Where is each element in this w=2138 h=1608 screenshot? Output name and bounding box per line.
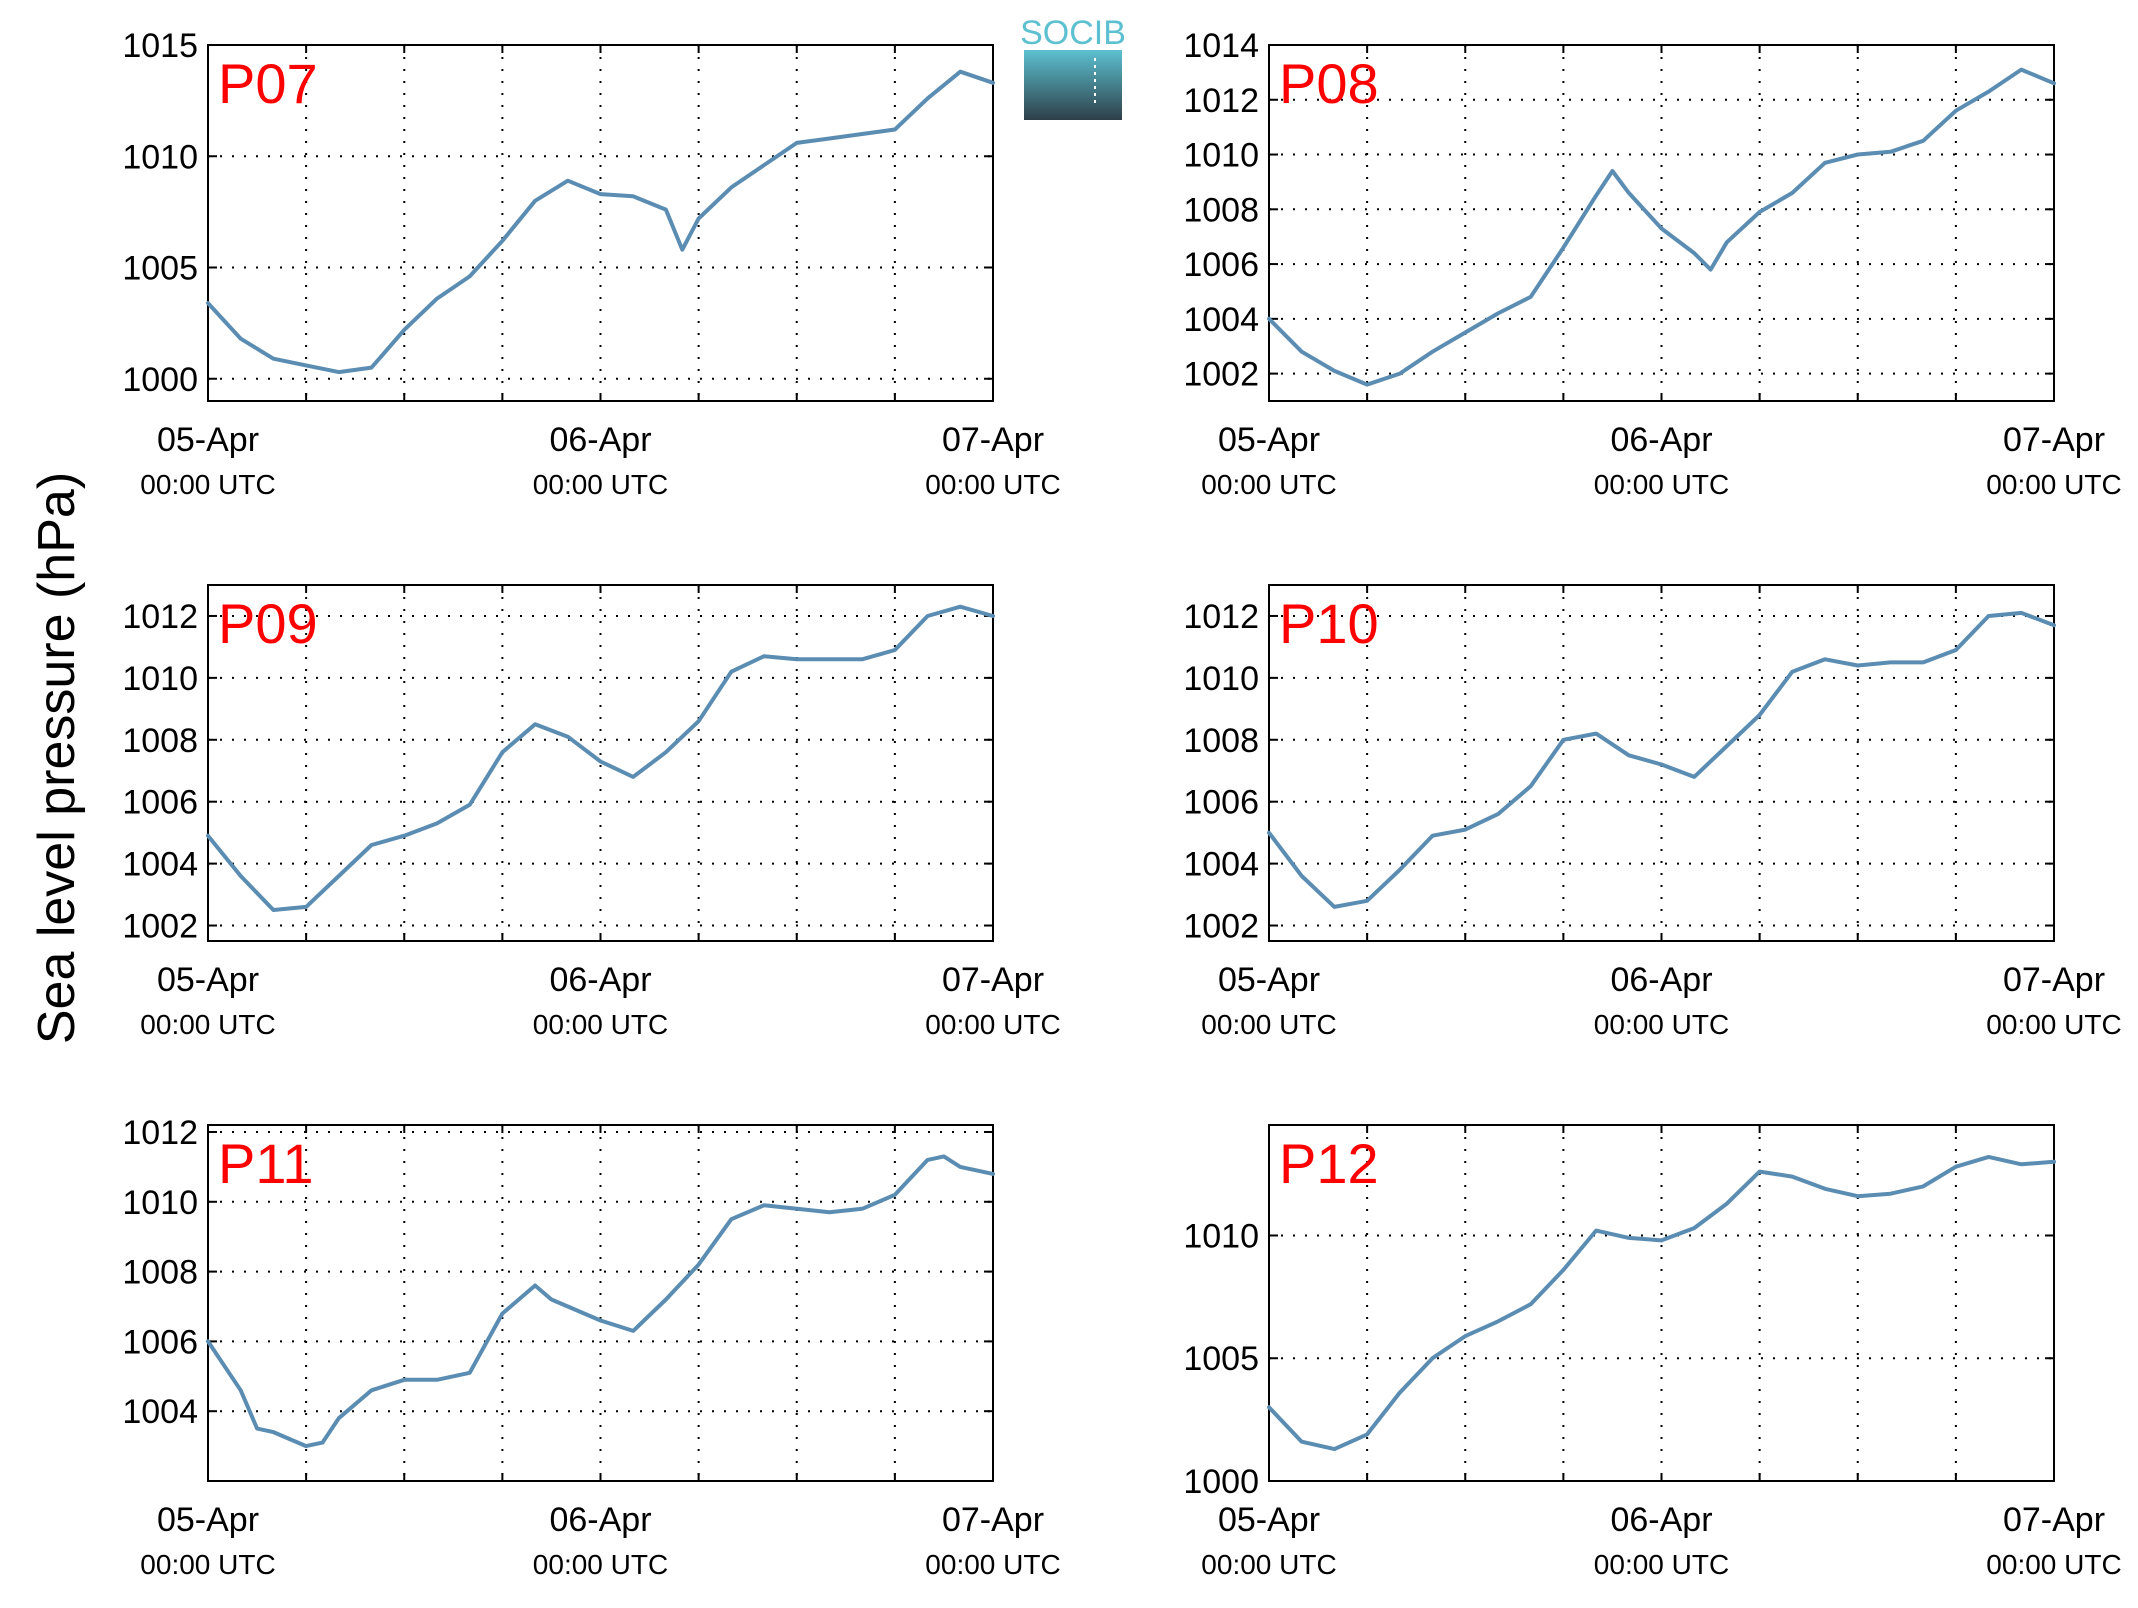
x-tick-label-date: 05-Apr — [1218, 1501, 1320, 1539]
x-tick-label-time: 00:00 UTC — [1201, 1549, 1336, 1580]
y-tick-label: 1008 — [122, 722, 198, 760]
x-tick-label-time: 00:00 UTC — [1201, 469, 1336, 500]
plot-area-frame — [207, 1124, 994, 1482]
y-tick-label: 1006 — [122, 784, 198, 822]
y-tick-label: 1010 — [122, 138, 198, 176]
socib-logo: SOCIB — [1020, 14, 1126, 120]
y-tick-label: 1008 — [1183, 191, 1259, 229]
x-tick-label-time: 00:00 UTC — [140, 469, 275, 500]
x-tick-label-date: 05-Apr — [157, 1501, 259, 1539]
y-axis-title: Sea level pressure (hPa) — [28, 472, 86, 1044]
x-tick-label-time: 00:00 UTC — [1201, 1009, 1336, 1040]
y-tick-label: 1012 — [122, 598, 198, 636]
x-tick-label-time: 00:00 UTC — [925, 1549, 1060, 1580]
x-tick-label-time: 00:00 UTC — [533, 1009, 668, 1040]
x-tick-label-date: 07-Apr — [2003, 961, 2105, 999]
y-tick-label: 1005 — [122, 250, 198, 288]
x-tick-label-date: 07-Apr — [942, 421, 1044, 459]
y-tick-label: 1000 — [1183, 1463, 1259, 1501]
x-tick-label-date: 06-Apr — [1610, 1501, 1712, 1539]
x-tick-label-time: 00:00 UTC — [1986, 1009, 2121, 1040]
x-tick-label-date: 06-Apr — [549, 1501, 651, 1539]
series-line-p12 — [1267, 1154, 2056, 1452]
panel-label-p07: P07 — [218, 52, 318, 115]
y-tick-label: 1012 — [1183, 82, 1259, 120]
chart-panel-p07: 1000 1005 1010 1015 05-Apr 00:00 UTC 06-Apr 00:… — [122, 27, 1060, 500]
x-tick-label-date: 06-Apr — [1610, 961, 1712, 999]
series-line-p08 — [1267, 67, 2056, 387]
chart-panel-p12: 1000 1005 1010 05-Apr 00:00 UTC 06-Apr 00:00 U… — [1183, 1124, 2122, 1580]
socib-logo-mark — [1024, 50, 1122, 120]
series-line-p09 — [206, 604, 995, 912]
y-tick-label: 1004 — [1183, 301, 1259, 339]
y-tick-label: 1005 — [1183, 1340, 1259, 1378]
x-tick-label-date: 07-Apr — [942, 961, 1044, 999]
x-tick-label-date: 05-Apr — [1218, 421, 1320, 459]
x-tick-label-date: 07-Apr — [2003, 421, 2105, 459]
panel-label-p08: P08 — [1279, 52, 1379, 115]
y-tick-label: 1006 — [122, 1323, 198, 1361]
x-tick-label-time: 00:00 UTC — [533, 1549, 668, 1580]
x-tick-label-date: 06-Apr — [549, 961, 651, 999]
x-tick-label-date: 05-Apr — [157, 961, 259, 999]
y-tick-label: 1006 — [1183, 246, 1259, 284]
x-tick-label-time: 00:00 UTC — [140, 1549, 275, 1580]
panel-label-p11: P11 — [218, 1132, 313, 1195]
plot-area-frame — [207, 44, 994, 402]
y-tick-label: 1010 — [122, 1184, 198, 1222]
socib-logo-text: SOCIB — [1020, 14, 1126, 52]
series-line-p11 — [206, 1154, 995, 1449]
y-tick-label: 1015 — [122, 27, 198, 65]
y-tick-label: 1014 — [1183, 27, 1259, 65]
y-tick-label: 1004 — [1183, 846, 1259, 884]
panel-label-p10: P10 — [1279, 592, 1379, 655]
y-tick-label: 1010 — [1183, 660, 1259, 698]
x-tick-label-time: 00:00 UTC — [1594, 1549, 1729, 1580]
y-tick-label: 1002 — [1183, 908, 1259, 946]
x-tick-label-date: 05-Apr — [157, 421, 259, 459]
y-tick-label: 1010 — [1183, 137, 1259, 175]
series-line-p10 — [1267, 610, 2056, 909]
x-tick-label-date: 05-Apr — [1218, 961, 1320, 999]
x-tick-label-time: 00:00 UTC — [925, 1009, 1060, 1040]
x-tick-label-date: 06-Apr — [1610, 421, 1712, 459]
x-tick-label-time: 00:00 UTC — [1986, 469, 2121, 500]
y-tick-label: 1012 — [122, 1114, 198, 1152]
x-tick-label-time: 00:00 UTC — [925, 469, 1060, 500]
series-line-p07 — [206, 69, 995, 375]
chart-panel-p08: 1002 1004 1006 1008 1010 1012 1014 05-Apr 00:00 … — [1183, 27, 2121, 500]
chart-panel-p11: 1004 1006 1008 1010 1012 05-Apr 00:00 UTC 06-Ap… — [122, 1114, 1060, 1580]
y-tick-label: 1012 — [1183, 598, 1259, 636]
y-tick-label: 1006 — [1183, 784, 1259, 822]
x-tick-label-date: 06-Apr — [549, 421, 651, 459]
y-tick-label: 1004 — [122, 1393, 198, 1431]
chart-panel-p09: 1002 1004 1006 1008 1010 1012 05-Apr 00:00 UTC 0… — [122, 584, 1061, 1040]
x-tick-label-time: 00:00 UTC — [1594, 469, 1729, 500]
y-tick-label: 1002 — [1183, 356, 1259, 394]
plot-area-frame — [1268, 44, 2055, 402]
x-tick-label-date: 07-Apr — [942, 1501, 1044, 1539]
x-tick-label-time: 00:00 UTC — [533, 469, 668, 500]
y-tick-label: 1002 — [122, 908, 198, 946]
chart-panel-p10: 1002 1004 1006 1008 1010 1012 05-Apr 00:00 UTC 0… — [1183, 584, 2122, 1040]
panel-label-p12: P12 — [1279, 1132, 1379, 1195]
x-tick-label-time: 00:00 UTC — [140, 1009, 275, 1040]
x-tick-label-time: 00:00 UTC — [1594, 1009, 1729, 1040]
x-tick-label-date: 07-Apr — [2003, 1501, 2105, 1539]
y-tick-label: 1008 — [122, 1254, 198, 1292]
panel-label-p09: P09 — [218, 592, 318, 655]
x-tick-label-time: 00:00 UTC — [1986, 1549, 2121, 1580]
y-tick-label: 1010 — [1183, 1217, 1259, 1255]
y-tick-label: 1010 — [122, 660, 198, 698]
y-tick-label: 1004 — [122, 846, 198, 884]
y-tick-label: 1008 — [1183, 722, 1259, 760]
y-tick-label: 1000 — [122, 361, 198, 399]
